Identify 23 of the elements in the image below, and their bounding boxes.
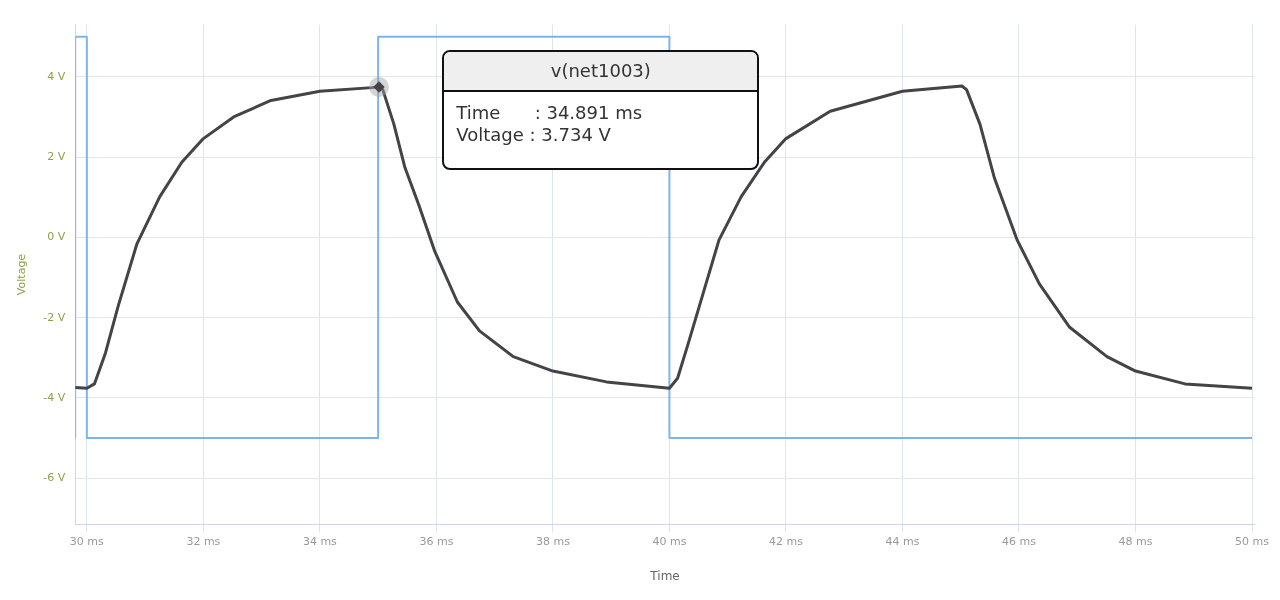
x-tick-label: 44 ms (885, 534, 920, 548)
tooltip: v(net1003) Time : 34.891 ms Voltage : 3.734 V (442, 49, 760, 170)
y-tick-label: 2 V (47, 149, 66, 163)
x-tick-label: 34 ms (302, 534, 338, 548)
x-tick-label: 46 ms (1002, 534, 1037, 548)
x-tick-label: 32 ms (186, 534, 221, 548)
y-tick-label: 0 V (47, 230, 66, 244)
y-axis-title: Voltage (15, 253, 29, 296)
annotation: Time : 34.891 ms (456, 101, 644, 124)
annotation: Voltage : 3.734 V (456, 123, 612, 146)
x-tick-label: 42 ms (768, 534, 804, 548)
y-tick-label: -2 V (43, 310, 66, 324)
x-tick-label: 40 ms (652, 534, 687, 548)
x-tick-label: 30 ms (69, 534, 105, 548)
x-tick-label: 48 ms (1118, 534, 1153, 548)
x-tick-label: 36 ms (419, 534, 454, 548)
x-tick-label: 50 ms (1235, 534, 1270, 548)
y-tick-label: -4 V (43, 390, 66, 404)
x-axis-title: Time (649, 568, 680, 583)
y-tick-label: 4 V (47, 69, 66, 83)
y-tick-label: -6 V (43, 471, 66, 485)
annotation: v(net1003) (444, 51, 758, 92)
x-tick-label: 38 ms (535, 534, 571, 548)
